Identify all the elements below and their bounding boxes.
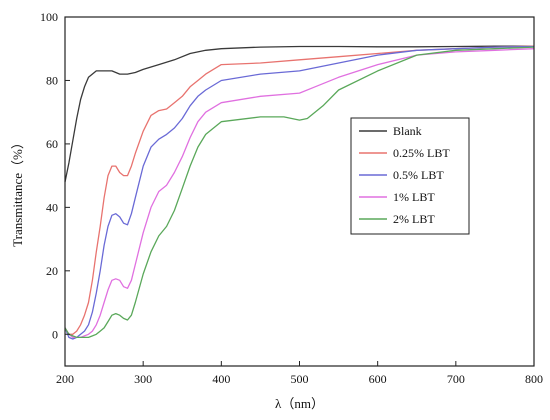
x-axis-label: λ（nm） <box>275 396 324 411</box>
y-tick-label: 100 <box>40 10 58 24</box>
legend-label: 0.5% LBT <box>393 168 444 182</box>
x-tick-label: 600 <box>369 372 387 386</box>
y-axis-label: Transmittance（%） <box>10 136 25 247</box>
x-tick-label: 400 <box>212 372 230 386</box>
y-tick-label: 40 <box>46 200 58 214</box>
legend-box <box>350 117 470 235</box>
y-tick-label: 0 <box>52 327 58 341</box>
x-tick-label: 300 <box>134 372 152 386</box>
x-tick-label: 200 <box>56 372 74 386</box>
ticks-layer: 200 300 400 500 600 700 800 0 20 40 60 80 100 <box>40 10 543 386</box>
series-line-4 <box>64 46 535 339</box>
legend: Blank 0.25% LBT 0.5% LBT 1% LBT 2% LBT <box>350 117 470 235</box>
series-layer <box>64 45 535 340</box>
series-line-1 <box>64 45 535 335</box>
legend-label: 0.25% LBT <box>393 146 450 160</box>
series-line-0 <box>64 45 534 183</box>
series-line-2 <box>64 45 535 340</box>
x-tick-label: 500 <box>291 372 309 386</box>
legend-label: Blank <box>393 124 422 138</box>
legend-label: 1% LBT <box>393 190 435 204</box>
y-tick-label: 80 <box>46 73 58 87</box>
series-line-3 <box>64 48 535 339</box>
y-tick-label: 20 <box>46 264 58 278</box>
y-tick-label: 60 <box>46 137 58 151</box>
legend-label: 2% LBT <box>393 212 435 226</box>
x-tick-label: 700 <box>447 372 465 386</box>
x-tick-label: 800 <box>525 372 543 386</box>
